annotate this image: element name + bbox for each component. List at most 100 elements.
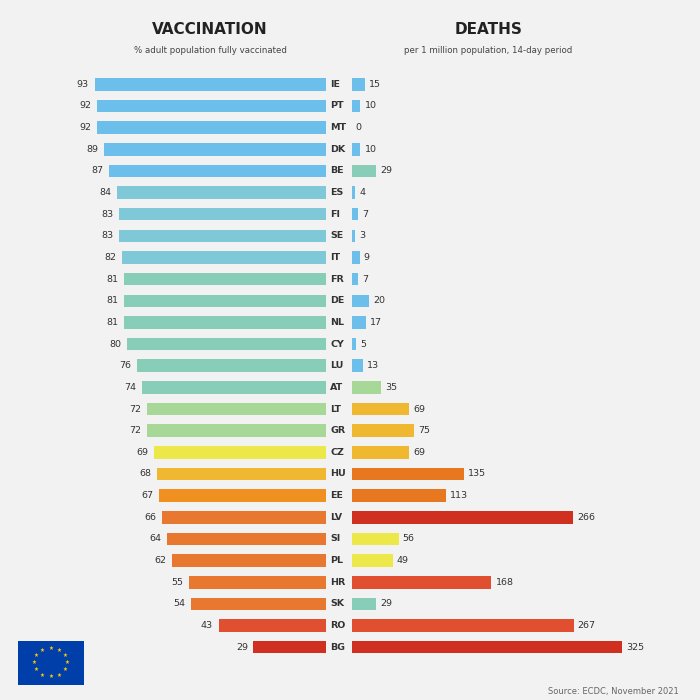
- Bar: [122, 251, 326, 264]
- Text: HR: HR: [330, 578, 346, 587]
- Text: PL: PL: [330, 556, 344, 565]
- Text: 69: 69: [136, 448, 148, 457]
- Text: 76: 76: [119, 361, 131, 370]
- Text: SK: SK: [330, 599, 344, 608]
- Text: 67: 67: [141, 491, 153, 500]
- Text: 9: 9: [364, 253, 370, 262]
- Text: 74: 74: [124, 383, 136, 392]
- Text: DK: DK: [330, 145, 346, 154]
- Text: 62: 62: [154, 556, 166, 565]
- Text: 81: 81: [106, 296, 119, 305]
- Text: 17: 17: [370, 318, 382, 327]
- Text: 64: 64: [149, 534, 161, 543]
- Text: 92: 92: [79, 123, 92, 132]
- Text: 10: 10: [365, 145, 377, 154]
- Text: EE: EE: [330, 491, 344, 500]
- Text: LT: LT: [330, 405, 342, 414]
- Text: DEATHS: DEATHS: [454, 22, 522, 37]
- Bar: [352, 230, 355, 242]
- Bar: [352, 78, 365, 90]
- Text: Source: ECDC, November 2021: Source: ECDC, November 2021: [548, 687, 679, 696]
- Bar: [352, 99, 361, 112]
- Bar: [253, 641, 326, 654]
- Text: 267: 267: [578, 621, 596, 630]
- Bar: [352, 381, 381, 393]
- Text: 325: 325: [626, 643, 644, 652]
- Text: ★: ★: [63, 667, 68, 673]
- Bar: [352, 468, 464, 480]
- Text: 54: 54: [174, 599, 186, 608]
- Bar: [352, 164, 376, 177]
- Text: 7: 7: [362, 210, 368, 218]
- Text: 29: 29: [236, 643, 248, 652]
- Text: 69: 69: [414, 405, 426, 414]
- Text: 83: 83: [102, 210, 113, 218]
- Bar: [218, 620, 326, 632]
- Text: VACCINATION: VACCINATION: [152, 22, 268, 37]
- Text: DE: DE: [330, 296, 345, 305]
- Bar: [147, 424, 326, 437]
- Bar: [157, 468, 326, 480]
- Bar: [147, 402, 326, 415]
- Bar: [352, 360, 363, 372]
- Text: ES: ES: [330, 188, 344, 197]
- Text: ★: ★: [40, 673, 45, 678]
- Text: 13: 13: [367, 361, 379, 370]
- Text: 81: 81: [106, 318, 119, 327]
- Text: 5: 5: [360, 340, 366, 349]
- Bar: [136, 360, 326, 372]
- Text: 4: 4: [360, 188, 365, 197]
- Text: ★: ★: [48, 646, 53, 652]
- Bar: [352, 295, 369, 307]
- Bar: [352, 576, 491, 589]
- Text: 69: 69: [414, 448, 426, 457]
- Text: 49: 49: [397, 556, 409, 565]
- Text: FI: FI: [330, 210, 340, 218]
- Text: FR: FR: [330, 274, 344, 284]
- Bar: [352, 511, 573, 524]
- Bar: [159, 489, 326, 502]
- Bar: [352, 489, 446, 502]
- Text: 83: 83: [102, 232, 113, 240]
- Text: CY: CY: [330, 340, 344, 349]
- Text: 92: 92: [79, 102, 92, 111]
- Bar: [97, 121, 326, 134]
- Text: 82: 82: [104, 253, 116, 262]
- Text: IT: IT: [330, 253, 340, 262]
- Bar: [125, 295, 326, 307]
- Text: ★: ★: [34, 653, 38, 659]
- Text: 0: 0: [355, 123, 361, 132]
- Text: 168: 168: [496, 578, 514, 587]
- Text: 80: 80: [109, 340, 121, 349]
- Text: 113: 113: [450, 491, 468, 500]
- Text: 72: 72: [129, 405, 141, 414]
- Text: ★: ★: [48, 674, 53, 680]
- Text: 84: 84: [99, 188, 111, 197]
- Text: per 1 million population, 14-day period: per 1 million population, 14-day period: [404, 46, 573, 55]
- Bar: [94, 78, 326, 90]
- Bar: [352, 186, 356, 199]
- Bar: [119, 230, 326, 242]
- Text: RO: RO: [330, 621, 346, 630]
- Text: 3: 3: [359, 232, 365, 240]
- Text: SI: SI: [330, 534, 341, 543]
- Text: ★: ★: [57, 673, 62, 678]
- Text: NL: NL: [330, 318, 344, 327]
- Bar: [352, 598, 376, 610]
- Bar: [119, 208, 326, 220]
- Bar: [352, 533, 398, 545]
- Text: ★: ★: [40, 648, 45, 653]
- Text: 75: 75: [419, 426, 430, 435]
- Text: 266: 266: [577, 513, 595, 522]
- Text: BE: BE: [330, 167, 344, 176]
- Text: 93: 93: [77, 80, 89, 89]
- Bar: [352, 316, 366, 329]
- Text: ★: ★: [63, 653, 68, 659]
- Text: LV: LV: [330, 513, 342, 522]
- Bar: [167, 533, 326, 545]
- Text: 56: 56: [402, 534, 414, 543]
- Bar: [352, 641, 622, 654]
- Text: LU: LU: [330, 361, 344, 370]
- Text: MT: MT: [330, 123, 346, 132]
- Bar: [127, 338, 326, 351]
